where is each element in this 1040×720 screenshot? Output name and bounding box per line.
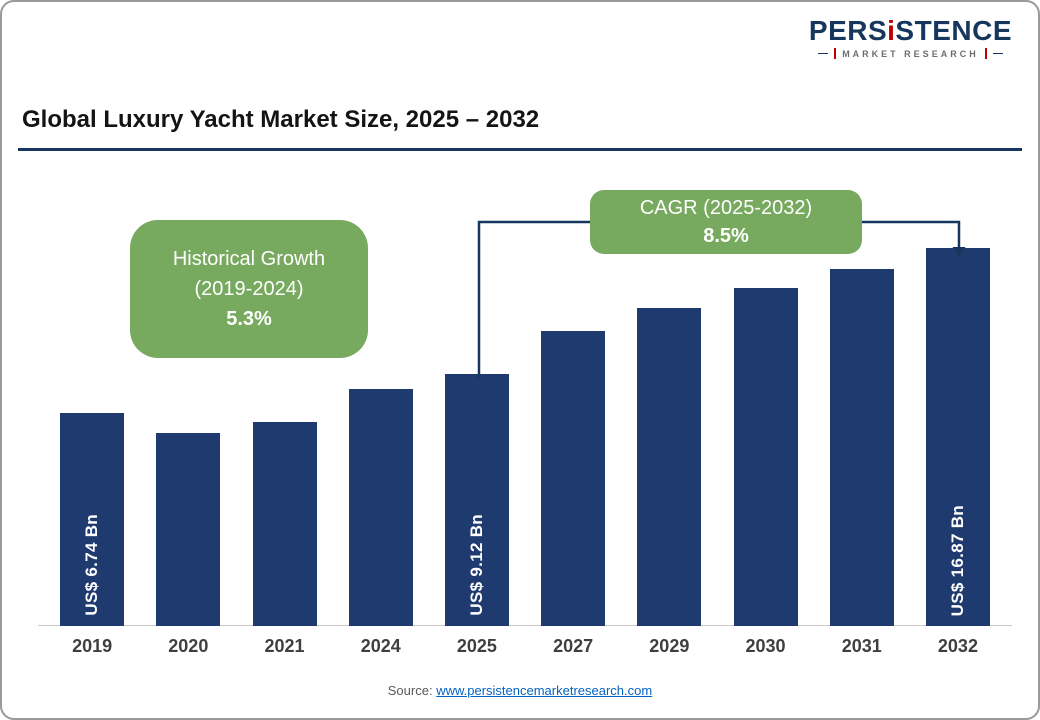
bar-2020 [156, 433, 221, 626]
historical-growth-callout: Historical Growth (2019-2024) 5.3% [130, 220, 368, 358]
x-axis-label-2024: 2024 [360, 635, 401, 656]
historical-growth-value: 5.3% [226, 308, 272, 330]
x-axis-label-2025: 2025 [456, 635, 497, 656]
bar-column-2024: 2024 [333, 389, 429, 666]
historical-growth-line1: Historical Growth [172, 248, 326, 270]
bar-value-label-2025: US$ 9.12 Bn [466, 514, 486, 616]
bar-column-2032: US$ 16.87 Bn 2032 [910, 248, 1006, 666]
historical-growth-line2: (2019-2024) [194, 278, 304, 300]
page-title: Global Luxury Yacht Market Size, 2025 – … [22, 106, 540, 133]
bar-value-label-2019: US$ 6.74 Bn [82, 514, 102, 616]
title-underline [18, 148, 1022, 151]
brand-tagline: MARKET RESEARCH [842, 48, 979, 59]
bar-value-label-2032: US$ 16.87 Bn [947, 504, 967, 616]
x-axis-baseline [38, 625, 1012, 626]
cagr-value: 8.5% [703, 225, 749, 247]
brand-name: PERSiSTENCE [809, 16, 1012, 45]
bar-column-2027: 2027 [525, 331, 621, 666]
x-axis-label-2032: 2032 [937, 635, 978, 656]
brand-name-part: STENCE [895, 15, 1012, 46]
bar-2025: US$ 9.12 Bn [444, 374, 509, 626]
brand-logo: PERSiSTENCE MARKET RESEARCH [809, 16, 1012, 60]
tagline-tick-left [834, 48, 837, 60]
bar-2021 [252, 422, 317, 626]
bar-2031 [829, 269, 894, 626]
cagr-callout: CAGR (2025-2032) 8.5% [590, 190, 862, 254]
bar-column-2029: 2029 [621, 308, 717, 666]
bar-column-2025: US$ 9.12 Bn 2025 [429, 374, 525, 666]
x-axis-label-2020: 2020 [168, 635, 209, 656]
x-axis-label-2029: 2029 [649, 635, 690, 656]
x-axis-label-2021: 2021 [264, 635, 305, 656]
tagline-rule-right [992, 53, 1003, 55]
tagline-tick-right [984, 48, 987, 60]
brand-red-i: i [887, 15, 896, 46]
bar-2027 [541, 331, 606, 626]
bar-2024 [348, 389, 413, 626]
bar-2029 [637, 308, 702, 626]
x-axis-label-2030: 2030 [745, 635, 786, 656]
bar-2030 [733, 288, 798, 626]
tagline-rule-left [818, 53, 829, 55]
source-prefix: Source: [387, 683, 437, 698]
brand-tagline-row: MARKET RESEARCH [809, 48, 1012, 60]
bar-column-2020: 2020 [140, 433, 236, 666]
x-axis-label-2031: 2031 [841, 635, 882, 656]
x-axis-label-2019: 2019 [72, 635, 113, 656]
bar-2019: US$ 6.74 Bn [60, 413, 125, 626]
bar-column-2021: 2021 [236, 422, 332, 666]
bar-column-2030: 2030 [717, 288, 813, 666]
x-axis-label-2027: 2027 [553, 635, 594, 656]
brand-name-part: PERS [808, 15, 888, 46]
bar-column-2019: US$ 6.74 Bn 2019 [44, 413, 140, 666]
bar-2032: US$ 16.87 Bn [925, 248, 990, 626]
source-line: Source: www.persistencemarketresearch.co… [2, 683, 1038, 698]
cagr-line1: CAGR (2025-2032) [639, 197, 813, 219]
source-link[interactable]: www.persistencemarketresearch.com [436, 683, 653, 698]
bar-column-2031: 2031 [814, 269, 910, 666]
